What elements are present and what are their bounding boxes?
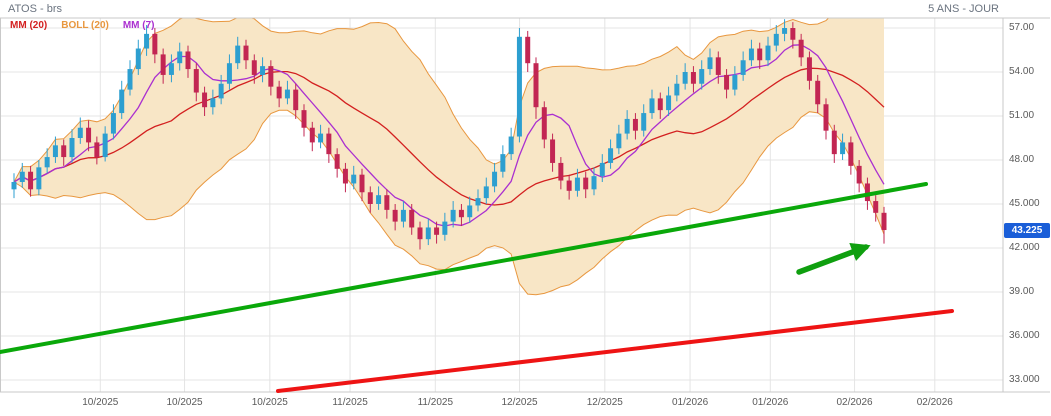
legend-mm7: MM (7) [122,20,155,31]
legend-boll20: BOLL (20) [61,20,109,31]
bollinger-band [13,18,885,296]
time-axis-label: 12/2025 [501,397,538,408]
candles-group [11,19,887,250]
price-axis-label: 57.00 [1009,22,1035,33]
mm20-line [13,67,885,206]
time-axis-label: 02/2026 [836,397,873,408]
mm7-line [13,44,885,227]
time-axis-label: 11/2025 [332,397,368,408]
time-axis-label: 11/2025 [417,397,453,408]
price-axis-label: 45.000 [1009,198,1040,209]
breakdown-arrow [796,242,871,275]
bollinger-upper-line [13,18,830,183]
bollinger-lower-line [13,109,885,296]
price-axis-label: 42.000 [1009,242,1040,253]
price-axis-label: 51.00 [1009,110,1035,121]
legend-mm20: MM (20) [10,20,48,31]
lower-trendline-red [276,309,954,393]
time-axis-label: 02/2026 [916,397,953,408]
chart-title: ATOS - brs [8,3,62,15]
plot-border [0,17,1050,393]
time-axis-label: 01/2026 [671,397,709,408]
price-axis-label: 33.000 [1009,374,1040,385]
time-axis-label: 10/2025 [166,397,203,408]
price-axis-label: 54.00 [1009,66,1035,77]
support-trendline-green [0,182,928,354]
indicator-legend: MM (20) BOLL (20) MM (7) [10,20,155,31]
time-axis-label: 01/2026 [752,397,789,408]
price-axis-label: 36.000 [1009,330,1040,341]
annotations [0,182,954,393]
time-axis-label: 12/2025 [586,397,623,408]
time-axis-label: 10/2025 [251,397,288,408]
time-axis-label: 10/2025 [82,397,119,408]
timeframe-label: 5 ANS - JOUR [928,3,999,15]
last-price-badge: 43.225 [1004,222,1050,238]
price-axis-label: 39.00 [1009,286,1035,297]
price-axis-label: 48.00 [1009,154,1035,165]
moving-average-lines [13,44,885,227]
